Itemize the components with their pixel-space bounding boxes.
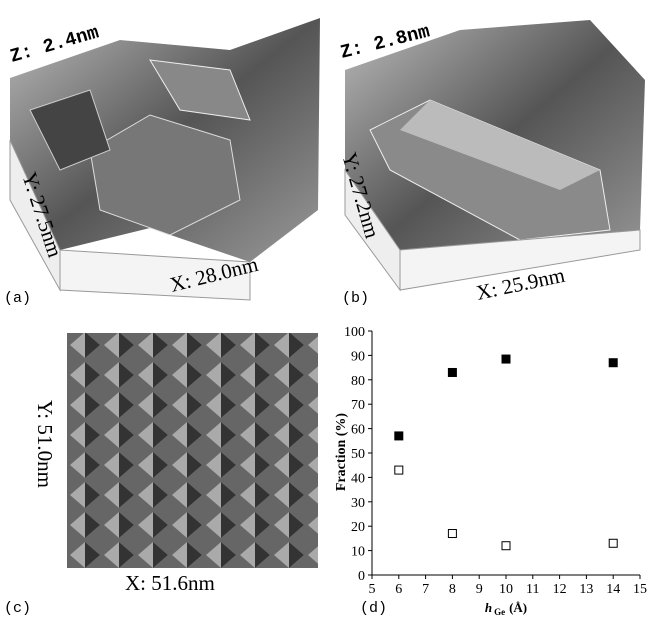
y-tick-label: 10	[351, 545, 365, 560]
x-label-sub: Ge	[494, 607, 505, 617]
stm-image-c	[67, 333, 318, 568]
x-tick-label: 6	[395, 582, 402, 597]
stm-image-a	[10, 18, 320, 300]
panel-tag: (a)	[4, 290, 31, 307]
x-label-main: h	[485, 600, 492, 615]
figure: Z: 2.4nm Y: 27.5nm X: 28.0nm (a) Z: 2.8n…	[0, 0, 649, 626]
y-tick-label: 30	[351, 496, 365, 511]
marker	[502, 542, 510, 550]
x-tick-label: 8	[449, 582, 456, 597]
marker	[395, 432, 403, 440]
y-tick-label: 90	[351, 349, 365, 364]
marker	[502, 355, 510, 363]
y-tick-label: 80	[351, 374, 365, 389]
y-tick-label: 60	[351, 423, 365, 438]
panel-tag: (c)	[4, 600, 31, 617]
x-tick-label: 5	[369, 582, 376, 597]
marker	[609, 539, 617, 547]
x-tick-label: 11	[526, 582, 539, 597]
y-tick-label: 70	[351, 398, 365, 413]
marker	[395, 466, 403, 474]
x-label: X: 51.6nm	[125, 571, 215, 595]
y-label: Y: 51.0nm	[33, 400, 57, 488]
y-tick-label: 40	[351, 471, 365, 486]
x-tick-label: 9	[476, 582, 483, 597]
y-tick-label: 50	[351, 447, 365, 462]
x-tick-label: 7	[422, 582, 429, 597]
x-label-unit: (Å)	[509, 600, 527, 615]
y-axis-label: Fraction (%)	[334, 413, 349, 491]
y-tick-label: 20	[351, 520, 365, 535]
y-tick-label: 100	[344, 325, 365, 340]
x-tick-label: 15	[633, 582, 647, 597]
x-tick-label: 12	[553, 582, 567, 597]
y-tick-label: 0	[358, 569, 365, 584]
x-tick-label: 14	[606, 582, 620, 597]
x-tick-label: 13	[579, 582, 593, 597]
x-tick-label: 10	[499, 582, 513, 597]
panel-tag: (b)	[342, 290, 369, 307]
marker	[448, 368, 456, 376]
marker	[609, 359, 617, 367]
marker	[448, 530, 456, 538]
panel-tag: (d)	[360, 600, 387, 617]
stm-image-b	[345, 20, 645, 290]
